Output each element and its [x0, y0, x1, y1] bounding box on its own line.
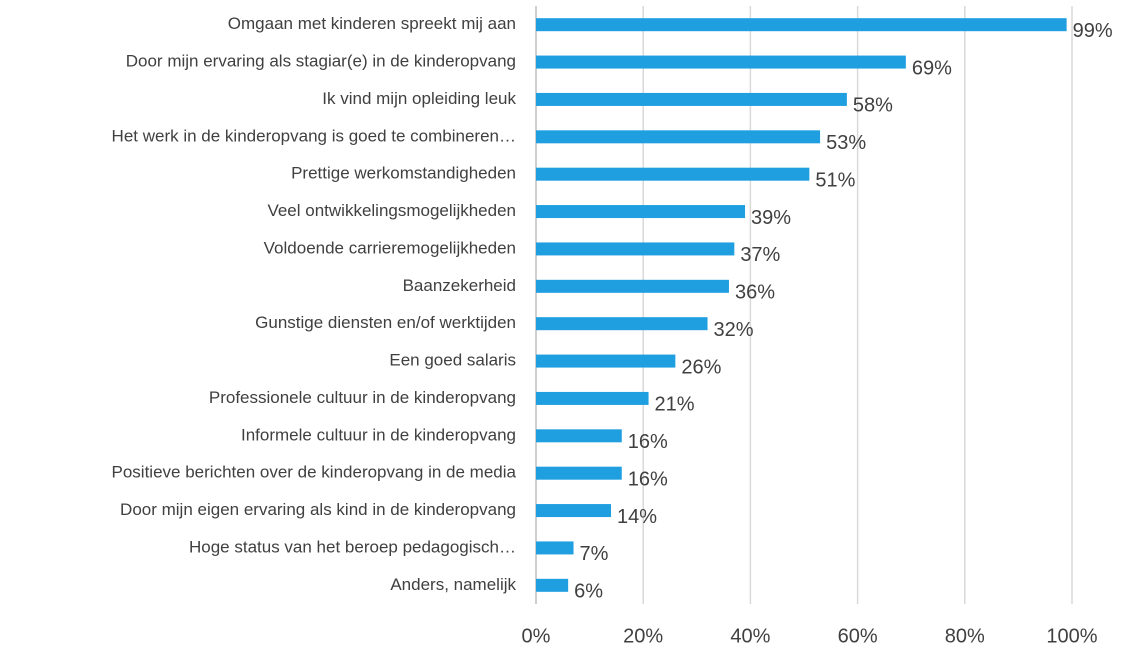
x-tick-label: 80%: [945, 625, 985, 647]
y-tick-label: Veel ontwikkelingsmogelijkheden: [267, 201, 516, 220]
bar: [536, 354, 676, 368]
y-tick-label: Anders, namelijk: [390, 575, 516, 594]
bar: [536, 130, 821, 144]
bar: [536, 429, 622, 443]
bar: [536, 167, 810, 181]
data-label: 37%: [740, 244, 780, 266]
bar: [536, 504, 612, 518]
data-label: 16%: [628, 468, 668, 490]
y-tick-label: Voldoende carrieremogelijkheden: [264, 238, 516, 257]
data-label: 14%: [617, 506, 657, 528]
data-label: 51%: [815, 169, 855, 191]
y-tick-label: Hoge status van het beroep pedagogisch…: [189, 537, 516, 556]
x-tick-label: 60%: [838, 625, 878, 647]
bar: [536, 317, 708, 331]
y-tick-label: Door mijn eigen ervaring als kind in de …: [120, 500, 516, 519]
y-tick-label: Het werk in de kinderopvang is goed te c…: [112, 126, 516, 145]
bar: [536, 391, 649, 405]
x-tick-label: 20%: [623, 625, 663, 647]
data-label: 69%: [912, 57, 952, 79]
y-tick-label: Omgaan met kinderen spreekt mij aan: [228, 14, 516, 33]
y-tick-label: Door mijn ervaring als stagiar(e) in de …: [126, 52, 516, 71]
data-label: 36%: [735, 282, 775, 304]
data-label: 53%: [826, 132, 866, 154]
y-tick-label: Baanzekerheid: [403, 276, 516, 295]
y-tick-label: Professionele cultuur in de kinderopvang: [209, 388, 516, 407]
bar: [536, 279, 729, 293]
x-tick-label: 40%: [730, 625, 770, 647]
data-label: 39%: [751, 207, 791, 229]
bar: [536, 92, 847, 106]
data-label: 58%: [853, 95, 893, 117]
y-tick-label: Een goed salaris: [389, 351, 516, 370]
y-tick-label: Positieve berichten over de kinderopvang…: [112, 463, 517, 482]
data-label: 26%: [681, 356, 721, 378]
data-label: 32%: [714, 319, 754, 341]
y-tick-label: Informele cultuur in de kinderopvang: [241, 425, 516, 444]
data-label: 6%: [574, 581, 603, 603]
bar: [536, 541, 574, 555]
data-label: 99%: [1073, 20, 1113, 42]
y-tick-label: Ik vind mijn opleiding leuk: [322, 89, 516, 108]
x-tick-label: 0%: [522, 625, 551, 647]
y-tick-label: Prettige werkomstandigheden: [291, 164, 516, 183]
bar: [536, 578, 569, 592]
data-label: 16%: [628, 431, 668, 453]
bar: [536, 205, 746, 219]
bar: [536, 55, 906, 69]
data-label: 7%: [580, 543, 609, 565]
bar: [536, 466, 622, 480]
bar: [536, 18, 1067, 32]
bar: [536, 242, 735, 256]
y-tick-label: Gunstige diensten en/of werktijden: [255, 313, 516, 332]
data-label: 21%: [655, 394, 695, 416]
x-tick-label: 100%: [1046, 625, 1097, 647]
